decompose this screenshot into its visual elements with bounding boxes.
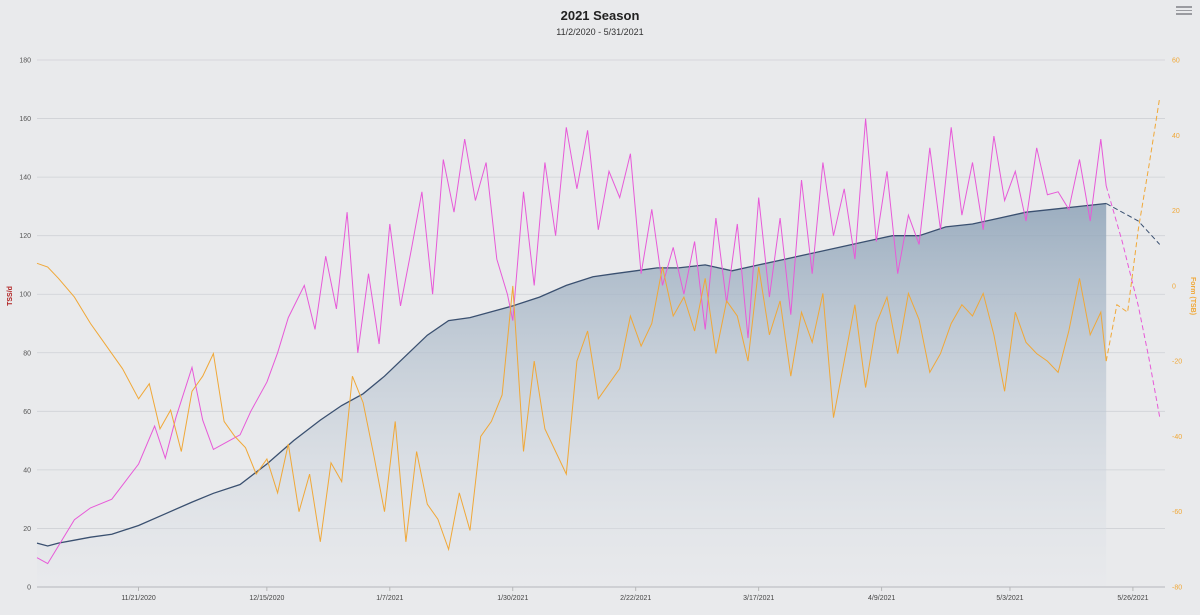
y-left-tick-label: 140: [19, 175, 31, 182]
y-right-tick-label: 20: [1172, 208, 1180, 215]
x-tick-label: 5/26/2021: [1117, 595, 1148, 602]
y-right-tick-label: -60: [1172, 509, 1182, 516]
fatigue-atl-line: [36, 118, 1107, 565]
y-axis-left-title: TSS/d: [7, 286, 14, 306]
x-tick-label: 3/17/2021: [743, 595, 774, 602]
x-tick-label: 11/21/2020: [121, 595, 156, 602]
x-tick-label: 12/15/2020: [249, 595, 284, 602]
chart-title: 2021 Season: [560, 8, 640, 23]
y-right-tick-label: -40: [1172, 434, 1182, 441]
x-tick-label: 5/3/2021: [996, 595, 1023, 602]
form-tsb-projected-line: [1105, 97, 1161, 362]
y-left-tick-label: 160: [19, 116, 31, 123]
x-tick-label: 4/9/2021: [868, 595, 895, 602]
y-left-tick-label: 120: [19, 233, 31, 240]
y-left-tick-label: 40: [23, 467, 31, 474]
chart-subtitle: 11/2/2020 - 5/31/2021: [556, 27, 644, 37]
y-left-tick-label: 20: [23, 526, 31, 533]
form-tsb-line: [36, 262, 1107, 552]
fitness-ctl-line: [36, 202, 1107, 547]
fatigue-atl-projected-line: [1105, 185, 1161, 418]
y-left-tick-label: 0: [27, 585, 31, 592]
y-axis-right-title: Form (TSB): [1189, 277, 1196, 315]
y-left-tick-label: 60: [23, 409, 31, 416]
x-tick-label: 1/30/2021: [497, 595, 528, 602]
y-right-tick-label: -20: [1172, 359, 1182, 366]
chart-menu-icon[interactable]: [1176, 4, 1192, 16]
fitness-ctl-projected-line: [1105, 203, 1161, 245]
y-left-tick-label: 180: [19, 58, 31, 65]
y-right-tick-label: 0: [1172, 283, 1176, 290]
y-right-tick-label: 40: [1172, 133, 1180, 140]
y-right-tick-label: -80: [1172, 585, 1182, 592]
x-tick-label: 2/22/2021: [620, 595, 651, 602]
y-left-tick-label: 80: [23, 350, 31, 357]
x-tick-label: 1/7/2021: [376, 595, 403, 602]
y-left-tick-label: 100: [19, 292, 31, 299]
y-right-tick-label: 60: [1172, 58, 1180, 65]
